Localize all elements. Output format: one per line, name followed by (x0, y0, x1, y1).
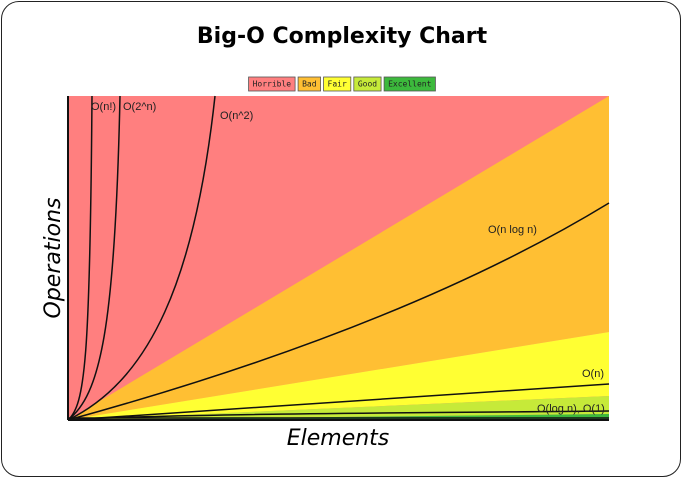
curve-linear (67, 383, 610, 421)
legend-swatch (297, 76, 321, 92)
curve-label: O(n log n) (488, 224, 537, 236)
legend-swatch (248, 76, 296, 92)
legend-label: Bad (302, 80, 317, 89)
legend-swatch (383, 76, 436, 92)
curve-factorial (67, 95, 93, 421)
curve-quadratic (67, 95, 216, 421)
curve-label: O(log n), O(1) (537, 403, 605, 415)
curves (67, 95, 610, 421)
legend: Horrible Bad Fair Good Excellent (248, 76, 436, 92)
legend-label: Fair (328, 80, 347, 89)
legend-label: Good (358, 80, 377, 89)
curve-label: O(2^n) (123, 101, 156, 113)
chart-title: Big-O Complexity Chart (197, 24, 488, 49)
curve-exponential (67, 95, 121, 421)
curve-nlogn (67, 202, 610, 421)
curve-label: O(n) (582, 368, 604, 380)
x-axis-label: Elements (287, 426, 390, 451)
good-region (68, 396, 609, 420)
fair-region (68, 332, 609, 420)
curve-label: O(n^2) (220, 110, 253, 122)
legend-label: Excellent (388, 80, 432, 89)
bad-region (68, 96, 609, 420)
regions (68, 96, 609, 420)
legend-swatch (323, 76, 352, 92)
curve-label: O(n!) (91, 101, 116, 113)
legend-swatch (353, 76, 382, 92)
legend-label: Horrible (253, 80, 292, 89)
y-axis-label: Operations (41, 198, 66, 319)
